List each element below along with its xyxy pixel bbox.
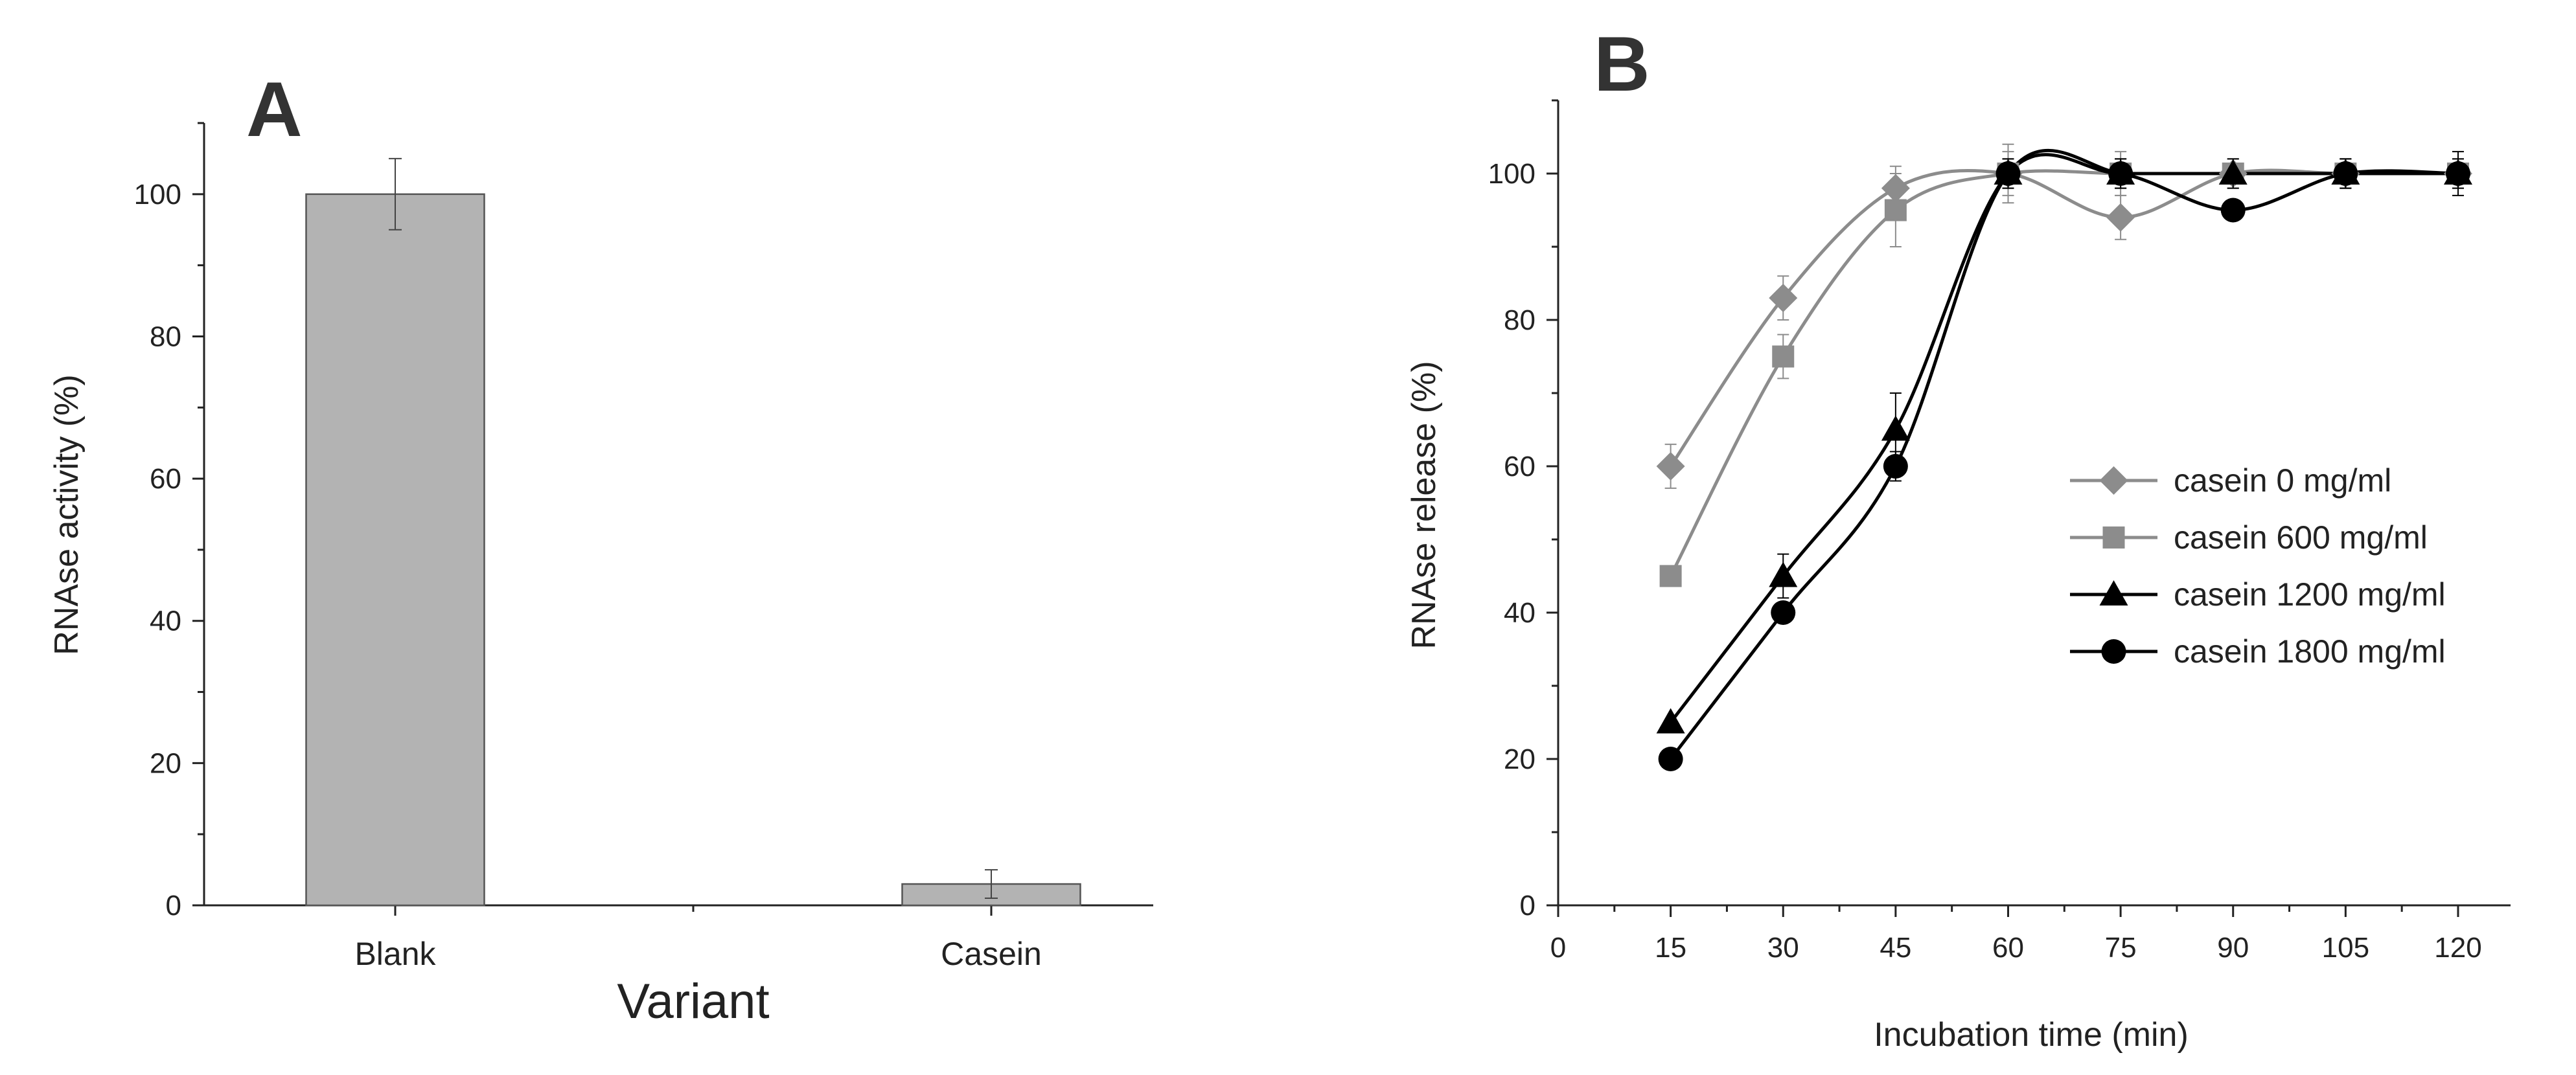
y-tick-label: 60 — [1504, 451, 1535, 482]
legend-marker-square — [2102, 526, 2125, 549]
x-tick-label: 15 — [1655, 932, 1686, 964]
panel-a-x-axis-title: Variant — [617, 974, 769, 1029]
y-tick-label: 40 — [150, 605, 181, 637]
y-tick-label: 60 — [150, 463, 181, 495]
data-point-triangle — [2218, 159, 2248, 185]
x-tick-label: 30 — [1767, 932, 1799, 964]
bar-blank — [305, 193, 485, 907]
panel-b: B 0 20 40 60 80 100 0 15 30 45 60 75 90 105 120 casein… — [1405, 21, 2511, 1054]
panel-a-label: A — [246, 66, 303, 153]
data-point-diamond — [2106, 203, 2135, 232]
panel-a: A 0 20 40 60 80 100 Blank Casein RNAse activity… — [48, 66, 1153, 1029]
legend-label: casein 0 mg/ml — [2174, 462, 2391, 499]
data-point-circle — [1995, 161, 2021, 186]
panel-a-bars — [305, 157, 1081, 907]
legend-marker-circle — [2101, 639, 2126, 664]
y-tick-label: 0 — [1520, 890, 1535, 922]
data-point-circle — [1771, 600, 1796, 625]
data-point-circle — [1658, 747, 1683, 771]
y-tick-label: 20 — [150, 747, 181, 779]
data-point-diamond — [1769, 284, 1798, 313]
data-point-triangle — [1769, 561, 1798, 587]
data-point-square — [1884, 199, 1907, 221]
y-tick-label: 100 — [134, 179, 181, 210]
data-point-circle — [1883, 454, 1908, 479]
x-tick-label: Blank — [354, 936, 436, 972]
panel-b-y-axis-title: RNAse release (%) — [1405, 361, 1443, 649]
x-tick-label: 90 — [2217, 932, 2249, 964]
x-tick-label: 75 — [2105, 932, 2137, 964]
data-point-circle — [2108, 161, 2133, 186]
x-tick-label: 120 — [2434, 932, 2481, 964]
legend-label: casein 600 mg/ml — [2174, 519, 2428, 556]
x-tick-label: 60 — [1992, 932, 2024, 964]
y-tick-label: 40 — [1504, 597, 1535, 629]
x-tick-label: 45 — [1880, 932, 1911, 964]
panel-b-axes: 0 20 40 60 80 100 0 15 30 45 60 75 90 105 120 — [1488, 99, 2511, 964]
panel-a-y-axis-title: RNAse activity (%) — [48, 374, 86, 655]
data-point-triangle — [1881, 415, 1910, 441]
legend-marker-diamond — [2099, 466, 2128, 495]
panel-b-points — [1656, 143, 2472, 771]
panel-b-x-axis-title: Incubation time (min) — [1874, 1016, 2189, 1054]
panel-a-axes: 0 20 40 60 80 100 Blank Casein — [134, 122, 1153, 972]
x-tick-label: Casein — [941, 936, 1042, 972]
data-point-square — [1659, 565, 1682, 587]
legend-label: casein 1200 mg/ml — [2174, 576, 2446, 613]
panel-b-legend: casein 0 mg/ml casein 600 mg/ml casein 120… — [2070, 462, 2446, 670]
legend-label: casein 1800 mg/ml — [2174, 633, 2446, 670]
data-point-triangle — [1656, 708, 1685, 734]
y-tick-label: 80 — [150, 321, 181, 352]
data-point-circle — [2445, 161, 2470, 186]
y-tick-label: 0 — [166, 890, 181, 922]
series-line-diamond — [1669, 168, 2458, 468]
y-tick-label: 80 — [1504, 304, 1535, 336]
legend-marker-triangle — [2099, 580, 2128, 605]
data-point-square — [1772, 345, 1795, 368]
series-line-square — [1669, 169, 2458, 577]
y-tick-label: 20 — [1504, 743, 1535, 775]
data-point-circle — [2220, 198, 2246, 223]
data-point-circle — [2333, 161, 2358, 186]
panel-b-label: B — [1594, 21, 1650, 107]
y-tick-label: 100 — [1488, 158, 1535, 190]
data-point-diamond — [1656, 452, 1685, 481]
x-tick-label: 105 — [2322, 932, 2369, 964]
x-tick-label: 0 — [1550, 932, 1566, 964]
